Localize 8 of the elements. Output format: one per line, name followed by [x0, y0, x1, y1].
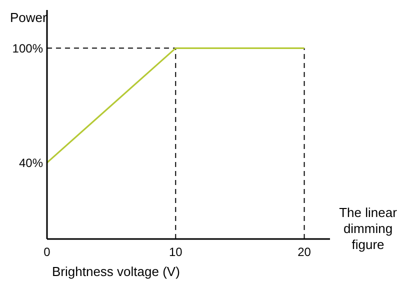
y-axis-title: Power: [10, 10, 48, 25]
y-tick-label: 40%: [18, 156, 44, 170]
x-tick-label: 10: [168, 245, 183, 259]
x-tick-label: 0: [44, 245, 51, 259]
text: The linear dimming figure: [339, 205, 398, 252]
y-tick-label: 100%: [12, 41, 44, 56]
x-axis-title: Brightness voltage (V): [52, 264, 180, 279]
x-tick-label: 20: [298, 245, 312, 259]
